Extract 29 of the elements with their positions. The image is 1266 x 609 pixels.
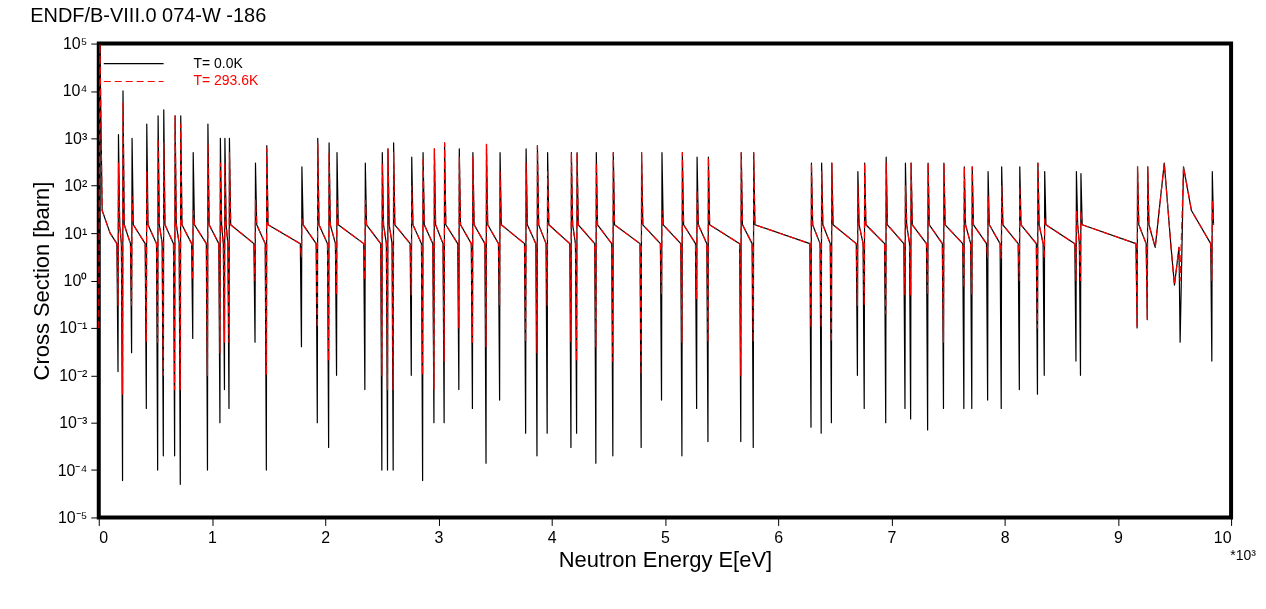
line-series bbox=[98, 42, 1215, 395]
y-tick-label: 10¹ bbox=[64, 224, 88, 242]
x-tick-label: 2 bbox=[321, 528, 331, 546]
y-tick-label: 10² bbox=[64, 177, 88, 195]
chart-title: ENDF/B-VIII.0 074-W -186 bbox=[30, 3, 267, 26]
y-tick-label: 10⁻³ bbox=[59, 414, 88, 432]
x-tick-label: 8 bbox=[1000, 528, 1010, 546]
x-tick-label: 10 bbox=[1213, 528, 1232, 546]
y-tick-label: 10⁵ bbox=[62, 35, 88, 53]
y-tick-label: 10⁻⁵ bbox=[57, 508, 88, 526]
y-axis-title: Cross Section [barn] bbox=[28, 181, 54, 381]
x-axis-title: Neutron Energy E[eV] bbox=[558, 546, 773, 572]
y-tick-label: 10⁰ bbox=[63, 272, 88, 289]
legend-label: T= 293.6K bbox=[193, 72, 260, 89]
x-tick-label: 7 bbox=[887, 528, 897, 546]
legend-label: T= 0.0K bbox=[193, 54, 244, 71]
y-tick-label: 10⁴ bbox=[62, 82, 88, 100]
x-tick-label: 6 bbox=[774, 528, 784, 546]
y-tick-label: 10⁻⁴ bbox=[57, 461, 88, 479]
x-tick-label: 3 bbox=[434, 528, 444, 546]
y-tick-label: 10⁻¹ bbox=[59, 319, 88, 337]
y-tick-label: 10⁻² bbox=[59, 366, 88, 384]
x-tick-label: 9 bbox=[1113, 528, 1123, 546]
x-tick-label: 5 bbox=[660, 528, 670, 546]
x-tick-label: 0 bbox=[99, 528, 109, 546]
text: *10³ bbox=[1230, 547, 1257, 564]
x-tick-label: 4 bbox=[547, 528, 557, 546]
x-tick-label: 1 bbox=[208, 528, 218, 546]
y-tick-label: 10³ bbox=[64, 129, 88, 147]
